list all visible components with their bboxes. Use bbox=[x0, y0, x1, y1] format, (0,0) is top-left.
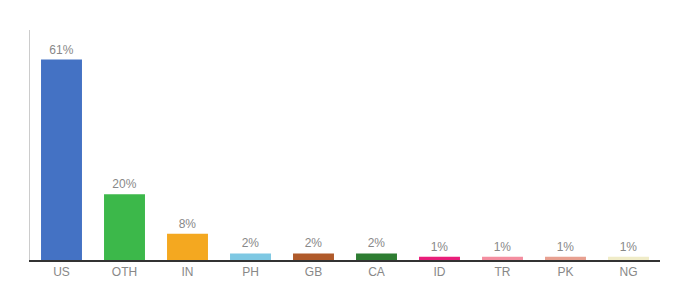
svg-text:NG: NG bbox=[620, 265, 638, 279]
svg-text:20%: 20% bbox=[112, 177, 136, 191]
svg-text:CA: CA bbox=[368, 265, 385, 279]
svg-text:1%: 1% bbox=[620, 240, 638, 254]
svg-text:2%: 2% bbox=[305, 236, 323, 250]
svg-text:GB: GB bbox=[305, 265, 322, 279]
svg-text:1%: 1% bbox=[494, 240, 512, 254]
svg-text:OTH: OTH bbox=[112, 265, 137, 279]
svg-text:PH: PH bbox=[242, 265, 259, 279]
svg-text:1%: 1% bbox=[557, 240, 575, 254]
svg-text:US: US bbox=[53, 265, 70, 279]
svg-text:8%: 8% bbox=[179, 217, 197, 231]
svg-text:2%: 2% bbox=[242, 236, 260, 250]
svg-text:2%: 2% bbox=[368, 236, 386, 250]
svg-text:ID: ID bbox=[434, 265, 446, 279]
svg-text:IN: IN bbox=[182, 265, 194, 279]
svg-text:PK: PK bbox=[557, 265, 573, 279]
svg-text:TR: TR bbox=[495, 265, 511, 279]
svg-text:1%: 1% bbox=[431, 240, 449, 254]
svg-text:61%: 61% bbox=[49, 43, 73, 57]
